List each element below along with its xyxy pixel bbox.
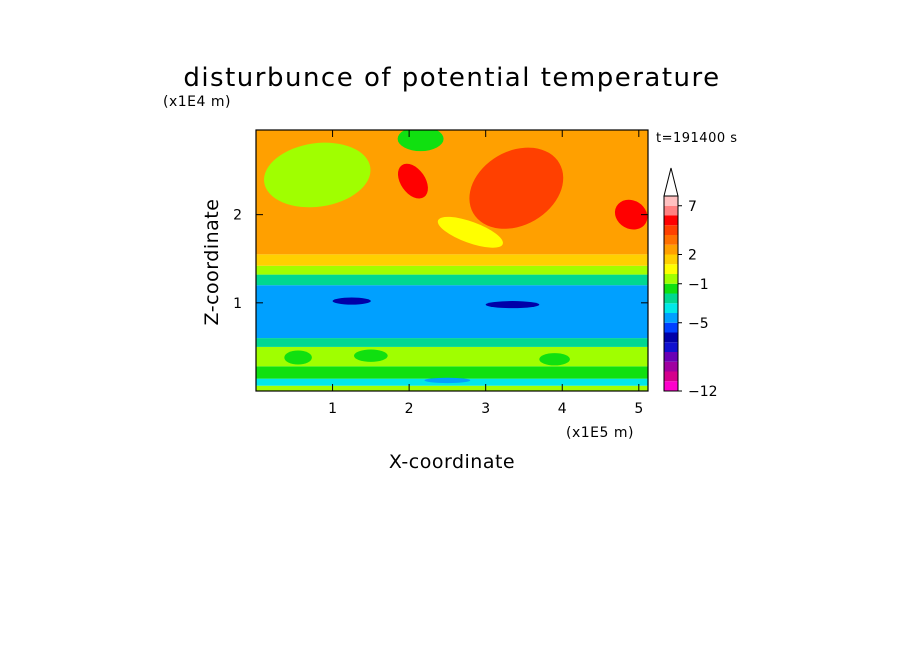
x-tick-label-4: 4: [558, 401, 567, 417]
colorbar-box-5: [664, 332, 678, 343]
colorbar-label-2: 2: [688, 248, 697, 264]
colorbar-box-15: [664, 235, 678, 245]
chart-title: disturbunce of potential temperature: [183, 63, 720, 93]
contour-band-7: [256, 265, 648, 275]
x-unit-label: (x1E5 m): [566, 425, 634, 441]
colorbar-label--5: −5: [688, 316, 709, 332]
contour-feature-2: [397, 163, 428, 199]
contour-feature-11: [485, 301, 540, 309]
colorbar-box-0: [664, 381, 678, 391]
contour-band-8: [256, 254, 648, 266]
contour-band-2: [256, 366, 648, 379]
colorbar-label-7: 7: [688, 199, 697, 215]
colorbar-box-17: [664, 215, 678, 226]
contour-band-3: [256, 346, 648, 367]
colorbar-box-11: [664, 274, 678, 284]
colorbar-box-12: [664, 264, 678, 274]
contour-feature-9: [437, 216, 503, 248]
y-tick-label-1: 1: [233, 296, 242, 312]
contour-feature-13: [354, 349, 388, 362]
plot-frame: [255, 129, 649, 392]
colorbar: −12−5−127: [663, 167, 718, 400]
colorbar-box-13: [664, 254, 678, 265]
x-axis-label: X-coordinate: [389, 451, 515, 473]
colorbar-box-6: [664, 322, 678, 333]
colorbar-box-18: [664, 205, 678, 216]
contour-feature-14: [539, 353, 570, 366]
contour-feature-1: [469, 147, 564, 229]
colorbar-box-19: [664, 196, 678, 206]
colorbar-label--12: −12: [688, 384, 718, 400]
x-axis-ticks: 1 2 3 4 5: [328, 130, 643, 417]
colorbar-box-2: [664, 361, 678, 372]
contour-feature-12: [284, 350, 312, 365]
contour-band-6: [256, 274, 648, 286]
contour-band-0: [256, 385, 648, 391]
x-tick-label-5: 5: [634, 401, 643, 417]
x-tick-label-1: 1: [328, 401, 337, 417]
y-tick-label-2: 2: [233, 208, 242, 224]
contour-feature-10: [332, 297, 371, 305]
y-axis-ticks: 12: [233, 208, 648, 312]
colorbar-extend-arrow: [663, 167, 679, 197]
colorbar-box-7: [664, 313, 678, 323]
contour-band-5: [256, 285, 648, 339]
colorbar-box-3: [664, 352, 678, 362]
colorbar-box-14: [664, 244, 678, 255]
x-tick-label-3: 3: [481, 401, 490, 417]
contour-feature-15: [424, 377, 471, 384]
colorbar-box-8: [664, 303, 678, 313]
plot-area: [256, 130, 648, 391]
y-axis-label: Z-coordinate: [201, 199, 223, 326]
colorbar-box-10: [664, 283, 678, 294]
colorbar-box-16: [664, 225, 678, 235]
colorbar-label--1: −1: [688, 277, 709, 293]
contour-feature-3: [614, 199, 648, 230]
contour-band-4: [256, 338, 648, 347]
y-unit-label: (x1E4 m): [163, 94, 231, 110]
time-label: t=191400 s: [656, 131, 738, 146]
colorbar-box-9: [664, 293, 678, 304]
contour-feature-6: [263, 142, 371, 208]
x-tick-label-2: 2: [405, 401, 414, 417]
colorbar-box-1: [664, 371, 678, 382]
colorbar-box-4: [664, 342, 678, 352]
